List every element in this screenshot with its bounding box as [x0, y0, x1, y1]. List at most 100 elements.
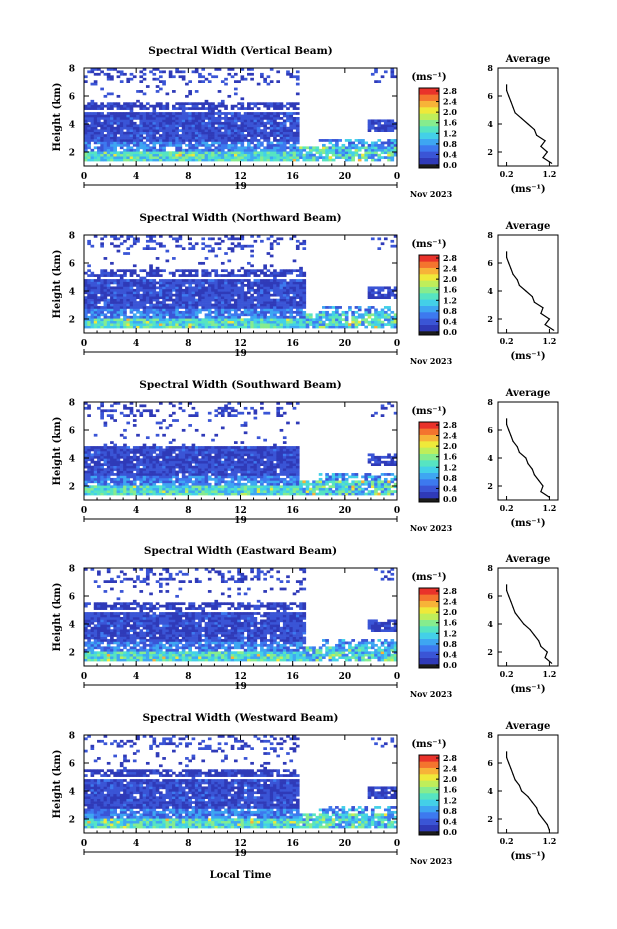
heatmap-cell	[207, 244, 212, 248]
heatmap-cell	[103, 126, 108, 130]
heatmap-cell	[220, 455, 225, 459]
heatmap-cell	[217, 455, 222, 459]
heatmap-cell	[110, 480, 114, 484]
heatmap-cell	[273, 276, 277, 280]
heatmap-cell	[100, 124, 104, 128]
heatmap-cell	[201, 451, 206, 454]
heatmap-cell	[224, 279, 228, 282]
heatmap-cell	[145, 114, 150, 118]
heatmap-cell	[269, 141, 274, 145]
heatmap-cell	[256, 485, 261, 489]
heatmap-cell	[266, 237, 271, 241]
heatmap-cell	[370, 141, 375, 145]
heatmap-cell	[106, 315, 111, 319]
heatmap-cell	[194, 482, 199, 486]
heatmap-cell	[158, 308, 163, 312]
heatmap-cell	[302, 239, 307, 243]
heatmap-cell	[116, 141, 121, 145]
heatmap-cell	[129, 279, 134, 282]
heatmap-cell	[185, 102, 189, 106]
heatmap-cell	[129, 448, 134, 452]
heatmap-cell	[250, 136, 254, 140]
heatmap-cell	[335, 320, 339, 324]
heatmap-cell	[116, 448, 121, 452]
heatmap-cell	[233, 121, 238, 125]
heatmap-cell	[276, 293, 281, 297]
heatmap-cell	[230, 124, 235, 128]
heatmap-cell	[250, 249, 254, 253]
heatmap-cell	[178, 480, 183, 484]
heatmap-cell	[390, 320, 395, 324]
heatmap-cell	[230, 156, 235, 159]
heatmap-cell	[172, 284, 176, 287]
heatmap-cell	[87, 453, 91, 457]
heatmap-cell	[201, 468, 206, 471]
heatmap-cell	[276, 148, 281, 152]
heatmap-cell	[116, 320, 121, 324]
heatmap-cell	[181, 320, 186, 324]
profile-point	[544, 324, 546, 326]
heatmap-cell	[256, 465, 261, 469]
heatmap-cell	[126, 136, 131, 140]
heatmap-cell	[165, 470, 170, 474]
heatmap-cell	[103, 134, 108, 137]
heatmap-cell	[136, 148, 140, 152]
heatmap-cell	[331, 313, 336, 317]
heatmap-cell	[145, 148, 150, 152]
heatmap-cell	[93, 490, 98, 493]
heatmap-cell	[201, 291, 206, 295]
heatmap-cell	[97, 274, 101, 277]
heatmap-cell	[136, 318, 140, 322]
heatmap-cell	[240, 473, 245, 476]
heatmap-cell	[289, 121, 294, 125]
heatmap-cell	[188, 310, 192, 314]
heatmap-cell	[152, 446, 157, 449]
heatmap-cell	[240, 153, 245, 157]
heatmap-cell	[129, 487, 134, 491]
colorbar-swatch	[419, 132, 439, 139]
heatmap-cell	[97, 286, 101, 290]
heatmap-cell	[162, 146, 166, 150]
heatmap-cell	[113, 490, 117, 493]
heatmap-cell	[103, 281, 108, 285]
heatmap-cell	[162, 487, 166, 491]
heatmap-cell	[178, 153, 183, 157]
heatmap-cell	[390, 146, 395, 150]
heatmap-cell	[84, 288, 88, 292]
heatmap-cell	[113, 448, 117, 452]
heatmap-cell	[256, 325, 261, 329]
heatmap-cell	[247, 126, 251, 130]
heatmap-cell	[250, 146, 254, 150]
heatmap-cell	[194, 485, 199, 489]
heatmap-cell	[214, 458, 219, 462]
heatmap-cell	[149, 141, 153, 145]
heatmap-cell	[116, 104, 121, 108]
profile-point	[510, 101, 512, 103]
heatmap-cell	[123, 114, 127, 118]
heatmap-cell	[260, 156, 264, 159]
heatmap-cell	[106, 281, 111, 285]
heatmap-cell	[214, 121, 219, 125]
heatmap-cell	[269, 153, 274, 157]
heatmap-cell	[194, 318, 199, 322]
heatmap-cell	[110, 112, 114, 115]
heatmap-cell	[217, 129, 222, 132]
heatmap-cell	[139, 139, 144, 142]
heatmap-cell	[312, 148, 316, 152]
heatmap-cell	[260, 460, 264, 464]
heatmap-cell	[185, 315, 189, 319]
heatmap-cell	[132, 308, 137, 312]
heatmap-cell	[172, 480, 176, 484]
heatmap-cell	[207, 80, 212, 83]
heatmap-cell	[230, 487, 235, 491]
heatmap-cell	[237, 293, 241, 297]
heatmap-cell	[126, 465, 131, 469]
heatmap-cell	[237, 470, 241, 474]
heatmap-cell	[116, 475, 121, 479]
heatmap-cell	[165, 487, 170, 491]
heatmap-cell	[207, 143, 212, 147]
heatmap-cell	[217, 485, 222, 489]
heatmap-cell	[90, 158, 95, 162]
heatmap-cell	[253, 281, 258, 285]
heatmap-cell	[292, 298, 297, 302]
